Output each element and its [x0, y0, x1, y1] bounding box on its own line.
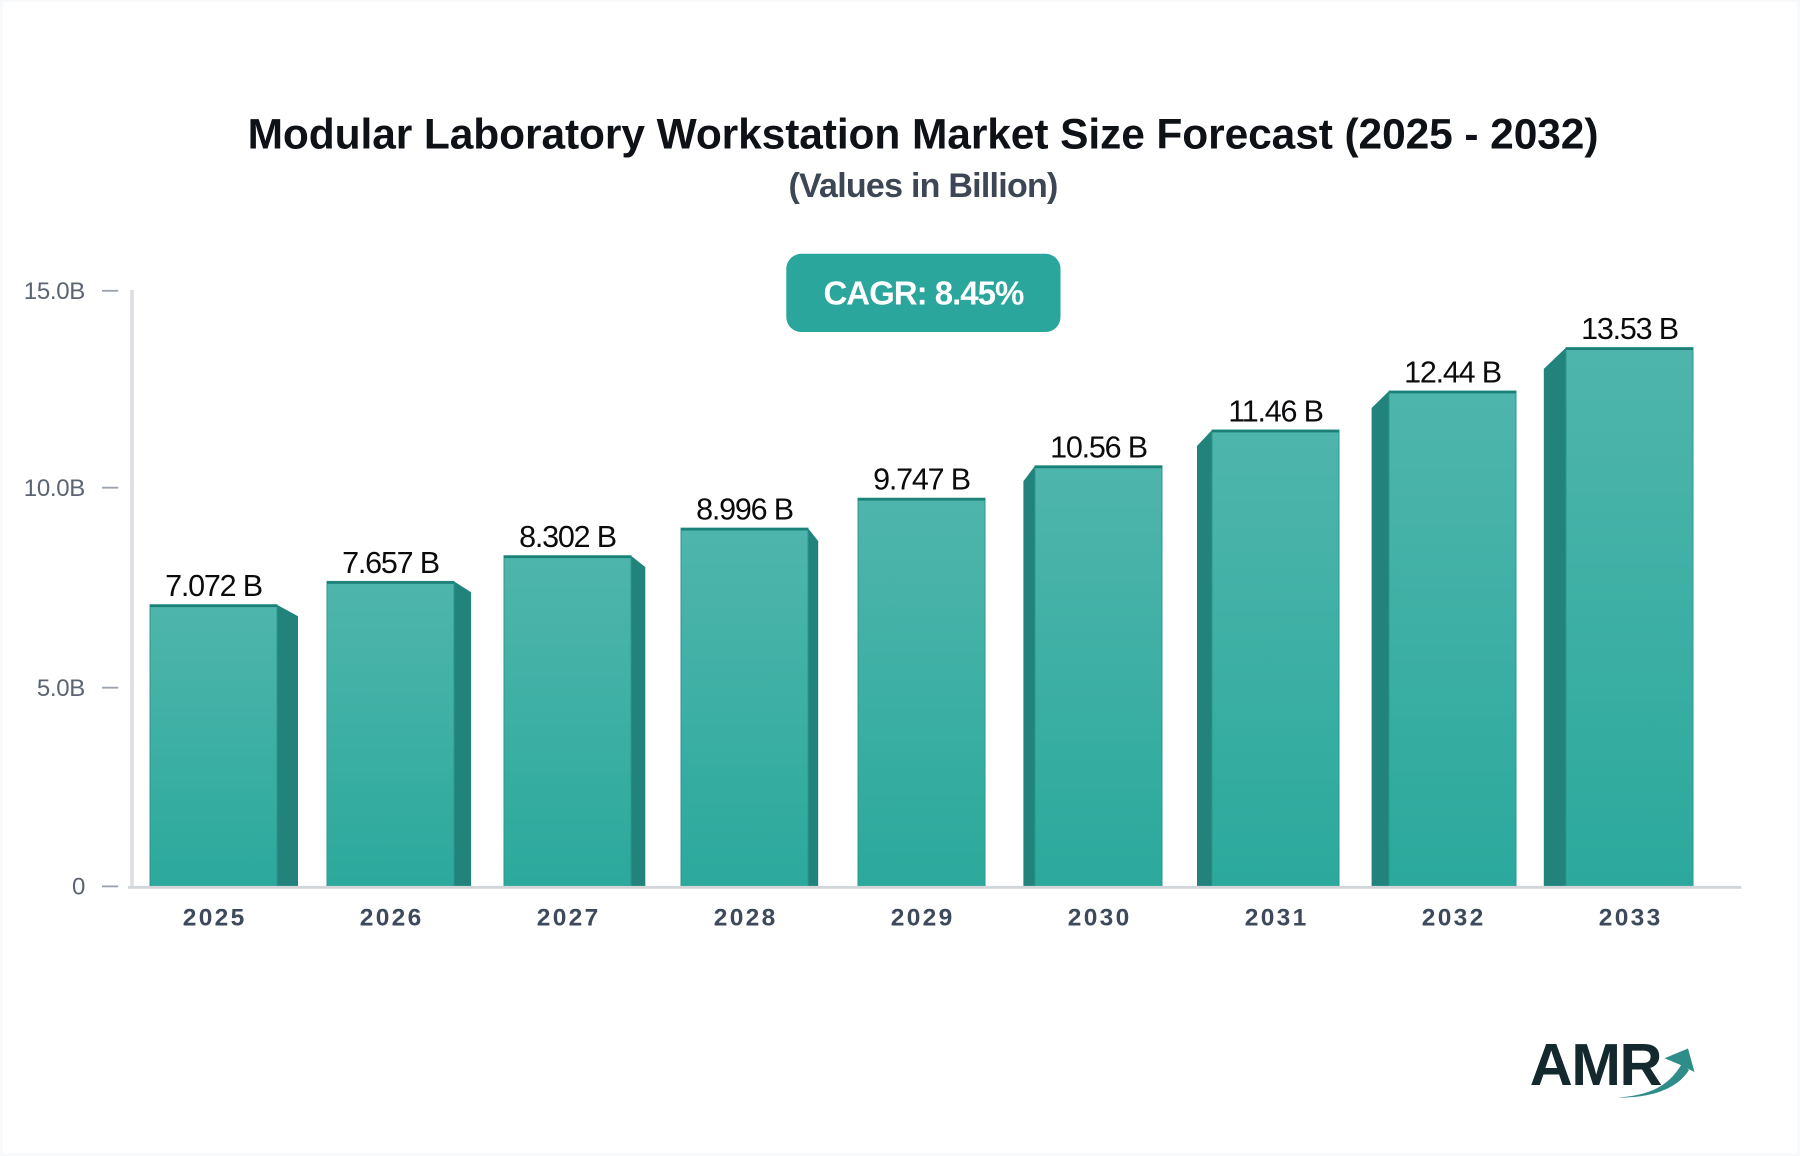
- svg-text:8.302 B: 8.302 B: [519, 520, 616, 554]
- svg-text:Modular Laboratory Workstation: Modular Laboratory Workstation Market Si…: [248, 111, 1599, 158]
- svg-text:12.44 B: 12.44 B: [1404, 356, 1501, 390]
- svg-text:AMR: AMR: [1530, 1031, 1662, 1098]
- svg-text:2027: 2027: [537, 905, 601, 932]
- svg-text:2030: 2030: [1068, 905, 1132, 932]
- svg-text:10.0B: 10.0B: [24, 475, 85, 502]
- svg-text:15.0B: 15.0B: [24, 278, 85, 305]
- svg-text:2028: 2028: [714, 905, 778, 932]
- svg-text:CAGR: 8.45%: CAGR: 8.45%: [823, 275, 1024, 312]
- svg-text:2026: 2026: [360, 905, 424, 932]
- svg-text:8.996 B: 8.996 B: [696, 493, 793, 527]
- svg-text:9.747 B: 9.747 B: [873, 463, 970, 497]
- svg-text:5.0B: 5.0B: [37, 675, 85, 702]
- svg-text:7.072 B: 7.072 B: [165, 569, 262, 603]
- svg-text:2033: 2033: [1599, 905, 1663, 932]
- svg-text:11.46 B: 11.46 B: [1228, 395, 1322, 429]
- svg-text:10.56 B: 10.56 B: [1050, 430, 1147, 464]
- svg-text:13.53 B: 13.53 B: [1581, 312, 1678, 346]
- svg-text:2025: 2025: [183, 905, 247, 932]
- svg-text:0: 0: [72, 874, 85, 901]
- svg-text:2032: 2032: [1422, 905, 1486, 932]
- svg-text:2029: 2029: [891, 905, 955, 932]
- svg-text:(Values in Billion): (Values in Billion): [788, 167, 1057, 205]
- svg-text:7.657 B: 7.657 B: [342, 546, 439, 580]
- svg-text:2031: 2031: [1245, 905, 1309, 932]
